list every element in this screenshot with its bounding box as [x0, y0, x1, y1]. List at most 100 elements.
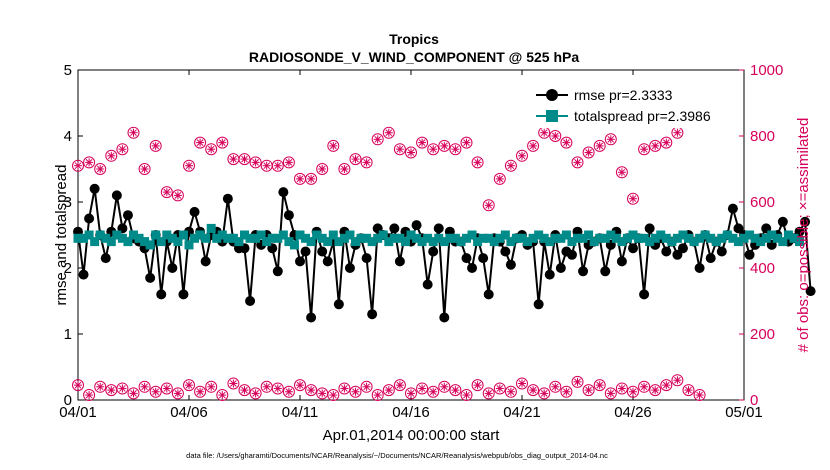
- obs-star-stroke: [130, 390, 137, 397]
- rmse-point: [78, 269, 89, 280]
- footer-datafile: data file: /Users/gharamti/Documents/NCA…: [186, 451, 608, 460]
- obs-possible-point: [560, 136, 573, 149]
- obs-assimilated-point: [629, 194, 637, 203]
- obs-assimilated-point: [540, 128, 549, 137]
- totalspread-point: [661, 233, 671, 243]
- totalspread-point: [334, 237, 344, 247]
- totalspread-point: [223, 233, 233, 243]
- obs-star-stroke: [463, 139, 470, 146]
- totalspread-point: [639, 233, 649, 243]
- obs-star-stroke: [529, 386, 537, 394]
- obs-assimilated-point: [584, 148, 593, 157]
- legend-spread-marker: [546, 110, 558, 122]
- obs-assimilated-point: [162, 384, 171, 393]
- obs-possible-point: [549, 380, 562, 393]
- totalspread-point: [484, 233, 494, 243]
- totalspread-point: [389, 233, 399, 243]
- obs-star-stroke: [163, 385, 171, 392]
- obs-star-stroke: [207, 145, 215, 153]
- obs-assimilated-point: [573, 377, 582, 386]
- obs-possible-point: [205, 143, 218, 156]
- obs-possible-point: [171, 189, 184, 202]
- obs-possible-point: [493, 382, 506, 395]
- obs-assimilated-point: [395, 381, 404, 390]
- obs-possible-point: [504, 159, 517, 172]
- obs-possible-point: [160, 186, 173, 199]
- rmse-point: [616, 256, 627, 267]
- totalspread-point: [584, 230, 594, 240]
- obs-possible-point: [216, 136, 229, 149]
- totalspread-point: [73, 233, 83, 243]
- obs-assimilated-point: [85, 158, 94, 167]
- rmse-point: [428, 246, 439, 257]
- rmse-point: [644, 223, 655, 234]
- obs-possible-point: [282, 385, 295, 398]
- obs-star-stroke: [363, 383, 370, 391]
- obs-assimilated-point: [284, 158, 293, 167]
- totalspread-point: [240, 230, 249, 240]
- obs-star-stroke: [485, 390, 493, 397]
- totalspread-point: [745, 230, 755, 240]
- obs-assimilated-point: [562, 138, 571, 147]
- obs-possible-point: [116, 382, 129, 395]
- obs-star-stroke: [230, 380, 237, 387]
- obs-possible-point: [227, 377, 240, 390]
- obs-star-stroke: [352, 388, 359, 396]
- obs-assimilated-point: [229, 155, 238, 164]
- obs-assimilated-point: [662, 138, 671, 147]
- obs-assimilated-point: [107, 151, 116, 160]
- rmse-point: [389, 223, 400, 234]
- obs-assimilated-point: [96, 165, 105, 173]
- totalspread-point: [717, 233, 727, 243]
- obs-star-stroke: [418, 385, 426, 392]
- obs-assimilated-point: [595, 141, 604, 150]
- obs-possible-point: [94, 380, 107, 393]
- obs-assimilated-point: [529, 141, 538, 150]
- obs-possible-point: [349, 385, 362, 398]
- totalspread-point: [750, 233, 760, 243]
- obs-possible-point: [660, 136, 673, 149]
- obs-star-stroke: [163, 188, 171, 196]
- obs-possible-point: [460, 136, 473, 149]
- totalspread-point: [339, 233, 349, 243]
- obs-assimilated-point: [318, 389, 327, 398]
- legend-box: [528, 78, 740, 128]
- obs-star-stroke: [396, 145, 404, 153]
- totalspread-point: [256, 230, 266, 240]
- obs-possible-point: [282, 156, 295, 169]
- obs-assimilated-point: [218, 138, 227, 147]
- obs-star-stroke: [452, 386, 459, 394]
- obs-possible-point: [405, 387, 417, 400]
- rmse-point: [333, 299, 344, 310]
- obs-assimilated-point: [74, 381, 82, 390]
- obs-assimilated-point: [151, 141, 160, 150]
- obs-star-stroke: [574, 378, 581, 386]
- obs-star-stroke: [551, 132, 559, 140]
- rmse-point: [600, 266, 611, 277]
- obs-possible-point: [194, 136, 207, 149]
- obs-possible-point: [94, 163, 107, 175]
- obs-assimilated-point: [484, 201, 493, 210]
- obs-assimilated-point: [640, 382, 649, 391]
- rmse-point: [433, 223, 444, 234]
- legend-rmse-label: rmse pr=2.3333: [574, 87, 673, 103]
- totalspread-point: [595, 233, 605, 243]
- totalspread-point: [167, 233, 177, 243]
- obs-star-stroke: [329, 142, 337, 150]
- totalspread-point: [423, 233, 433, 243]
- totalspread-point: [634, 233, 644, 243]
- obs-star-stroke: [507, 388, 515, 396]
- totalspread-point: [323, 237, 333, 247]
- obs-star-stroke: [385, 386, 393, 394]
- rmse-point: [544, 269, 555, 280]
- obs-star-stroke: [241, 386, 248, 394]
- obs-star-stroke: [374, 391, 382, 399]
- y-left-tick-label: 0: [64, 392, 72, 409]
- totalspread-point: [184, 240, 194, 250]
- obs-star-stroke: [440, 383, 448, 391]
- obs-possible-point: [338, 382, 351, 395]
- obs-star-stroke: [96, 383, 104, 391]
- x-tick-label: 04/01: [59, 404, 97, 421]
- obs-star-stroke: [119, 385, 126, 392]
- obs-assimilated-point: [662, 381, 671, 390]
